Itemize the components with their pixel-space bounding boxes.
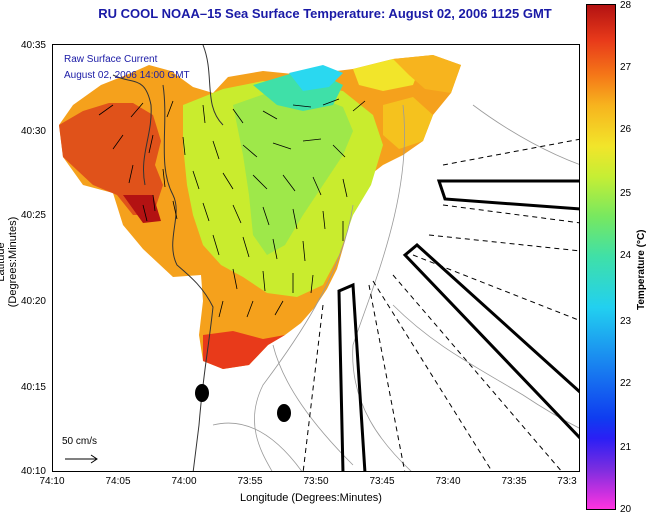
colorbar-tick: 20 bbox=[620, 504, 632, 515]
scale-arrow bbox=[65, 454, 98, 464]
colorbar-tick: 21 bbox=[620, 442, 632, 453]
y-tick: 40:10 bbox=[20, 466, 46, 477]
map-plot-area bbox=[52, 44, 580, 472]
current-vectors bbox=[98, 98, 366, 318]
y-tick: 40:20 bbox=[20, 296, 46, 307]
y-tick: 40:30 bbox=[20, 126, 46, 137]
colorbar-tick: 28 bbox=[620, 0, 632, 11]
current-legend-date: August 02, 2006 14:00 GMT bbox=[64, 70, 190, 81]
colorbar-tick: 23 bbox=[620, 316, 632, 327]
colorbar-tick: 24 bbox=[620, 250, 632, 261]
y-tick: 40:25 bbox=[20, 210, 46, 221]
temperature-colorbar bbox=[586, 4, 616, 510]
x-tick: 73:35 bbox=[501, 476, 527, 487]
x-tick: 73:55 bbox=[237, 476, 263, 487]
sst-map-graphic bbox=[59, 45, 579, 471]
colorbar-tick: 25 bbox=[620, 188, 632, 199]
x-tick: 74:05 bbox=[105, 476, 131, 487]
current-legend-title: Raw Surface Current bbox=[64, 54, 158, 65]
site-marker bbox=[277, 404, 291, 422]
colorbar-tick: 27 bbox=[620, 62, 632, 73]
sst-field bbox=[59, 55, 461, 369]
y-axis-label: Latitude (Degrees:Minutes) bbox=[0, 216, 19, 308]
site-marker bbox=[195, 384, 209, 402]
x-tick: 73:50 bbox=[303, 476, 329, 487]
x-tick: 73:40 bbox=[435, 476, 461, 487]
x-tick: 73:45 bbox=[369, 476, 395, 487]
colorbar-tick: 26 bbox=[620, 124, 632, 135]
scale-label: 50 cm/s bbox=[62, 436, 98, 447]
map-title: RU COOL NOAA–15 Sea Surface Temperature:… bbox=[98, 6, 552, 21]
colorbar-label: Temperature (°C) bbox=[636, 229, 647, 311]
restricted-areas bbox=[337, 179, 579, 471]
y-tick: 40:35 bbox=[20, 40, 46, 51]
x-tick: 73:3 bbox=[557, 476, 577, 487]
y-tick: 40:15 bbox=[20, 382, 46, 393]
x-axis-label: Longitude (Degrees:Minutes) bbox=[240, 492, 382, 504]
coastline bbox=[112, 45, 224, 471]
colorbar-tick: 22 bbox=[620, 378, 632, 389]
x-tick: 74:10 bbox=[39, 476, 65, 487]
x-tick: 74:00 bbox=[171, 476, 197, 487]
